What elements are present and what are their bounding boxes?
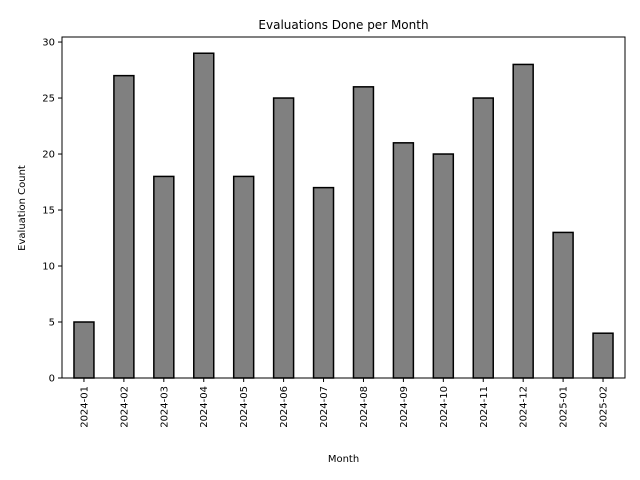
y-tick-label: 5	[49, 318, 55, 329]
y-tick-label: 0	[49, 374, 55, 385]
plot-frame	[61, 36, 626, 379]
x-tick-label: 2024-05	[239, 386, 250, 428]
y-axis-title: Evaluation Count	[17, 165, 28, 251]
x-axis: 2024-01 2024-02 2024-03 2024-04 2024-05 2024-…	[79, 378, 610, 428]
x-tick-label: 2024-04	[199, 386, 210, 428]
x-tick-label: 2024-11	[479, 386, 490, 428]
x-tick-label: 2024-06	[279, 386, 290, 428]
y-tick-label: 10	[42, 262, 55, 273]
bar-2024-02	[113, 74, 135, 379]
x-tick-label: 2024-12	[519, 386, 530, 428]
x-tick-label: 2025-01	[559, 386, 570, 428]
bar-2024-04	[193, 52, 215, 379]
bars-group	[73, 52, 614, 379]
x-tick-label: 2025-02	[599, 386, 610, 428]
bar-2024-10	[432, 153, 455, 379]
y-axis: 0 5 10 15 20 25 30	[42, 38, 62, 385]
x-axis-title: Month	[328, 454, 359, 465]
y-tick-label: 15	[42, 206, 55, 217]
bar-2024-07	[312, 186, 335, 379]
x-tick-label: 2024-01	[79, 386, 90, 428]
y-tick-label: 30	[42, 38, 55, 49]
y-tick-label: 20	[42, 150, 55, 161]
bar-2024-09	[392, 142, 415, 379]
bar-2025-02	[592, 332, 614, 379]
bar-2024-03	[153, 175, 175, 379]
bar-2024-11	[472, 97, 494, 379]
bar-2024-08	[352, 86, 375, 379]
x-tick-label: 2024-09	[399, 386, 410, 428]
x-tick-label: 2024-02	[119, 386, 130, 428]
y-tick-label: 25	[42, 94, 55, 105]
x-tick-label: 2024-08	[359, 386, 370, 428]
bar-2024-06	[272, 97, 295, 379]
x-tick-label: 2024-07	[319, 386, 330, 428]
chart-title: Evaluations Done per Month	[258, 18, 428, 32]
x-tick-label: 2024-10	[439, 386, 450, 428]
x-tick-label: 2024-03	[159, 386, 170, 428]
bar-2024-12	[512, 63, 534, 379]
bar-2025-01	[552, 231, 574, 379]
bar-2024-01	[73, 321, 95, 379]
bar-2024-05	[232, 175, 255, 379]
